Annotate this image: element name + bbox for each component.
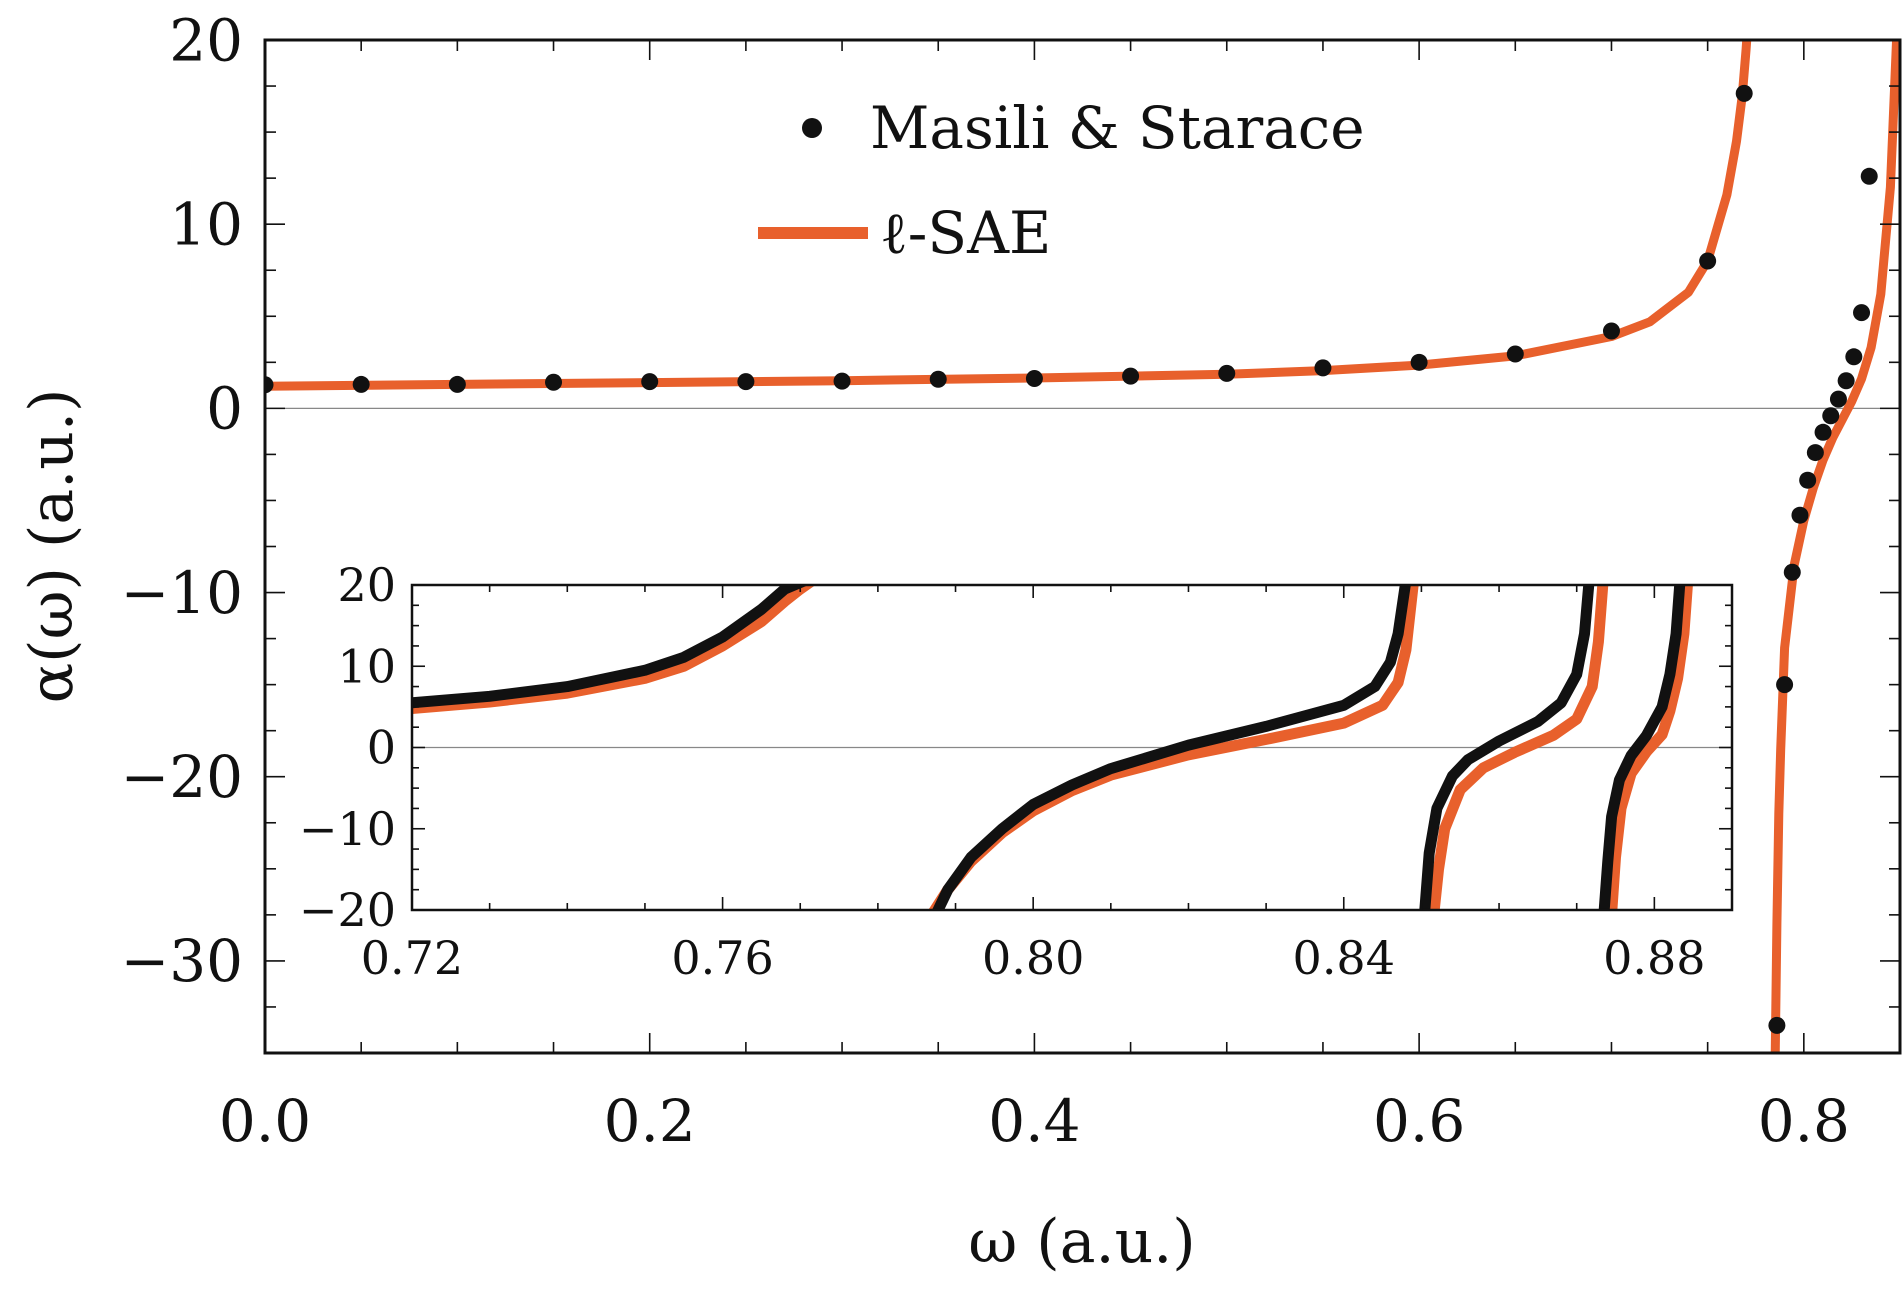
inset-series-l-sae-segment-0-0	[412, 585, 816, 714]
inset-y-tick-label: −20	[299, 883, 396, 937]
main-series-masili-starace-point	[1860, 167, 1878, 185]
y-axis-title: α(ω) (a.u.)	[17, 389, 87, 704]
main-series-masili-starace-point	[1768, 1016, 1786, 1034]
main-series-masili-starace-point	[1845, 348, 1863, 366]
inset-y-tick-label: −10	[299, 802, 396, 856]
main-x-tick-label: 0.6	[1373, 1087, 1465, 1155]
main-series-masili-starace-point	[1799, 471, 1817, 489]
main-series-l-sae-segment-0-0	[265, 40, 1752, 391]
main-series-masili-starace-point	[1814, 423, 1832, 441]
inset-x-tick-label: 0.76	[671, 931, 773, 985]
main-x-tick-label: 0.4	[988, 1087, 1080, 1155]
main-series-masili-starace-point	[1791, 506, 1809, 524]
main-series-masili-starace-point	[1806, 444, 1824, 462]
main-series-masili-starace-point	[1783, 563, 1801, 581]
inset-y-tick-label: 20	[337, 558, 396, 612]
main-series-masili-starace-point	[1822, 407, 1840, 425]
main-series-masili-starace-point	[1025, 370, 1043, 388]
inset-series-masili-starace-segment-3-0	[1598, 585, 1686, 910]
main-series-masili-starace-point	[1602, 322, 1620, 340]
main-plot: 0.0 0.2 0.4 0.6 0.8 −30 −20 −10 0 10 20	[121, 6, 1902, 1155]
inset-series-masili-starace-segment-0-0	[412, 585, 808, 709]
main-series-masili-starace-point	[929, 370, 947, 388]
inset-tick-labels: 0.72 0.76 0.80 0.84 0.88 −20 −10 0 10 20	[299, 558, 1706, 985]
legend-marker-masili-starace	[802, 118, 822, 138]
inset-series-l-sae-segment-3-0	[1606, 585, 1693, 910]
main-tick-labels: 0.0 0.2 0.4 0.6 0.8 −30 −20 −10 0 10 20	[121, 6, 1850, 1155]
inset-x-tick-label: 0.72	[361, 931, 463, 985]
inset-y-tick-label: 10	[337, 639, 396, 693]
main-y-tick-label: −30	[121, 927, 243, 995]
inset-series-layer	[412, 585, 1693, 910]
main-y-tick-label: 0	[206, 375, 243, 443]
main-series-masili-starace-point	[1218, 364, 1236, 382]
main-series-masili-starace-point	[545, 373, 563, 391]
main-series-masili-starace-point	[1829, 390, 1847, 408]
main-series-masili-starace-point	[1699, 252, 1717, 270]
x-axis-title: ω (a.u.)	[968, 1207, 1195, 1277]
inset-x-tick-label: 0.88	[1603, 931, 1705, 985]
main-series-masili-starace-point	[737, 373, 755, 391]
inset-series-l-sae-segment-2-0	[1428, 585, 1609, 910]
inset-series-masili-starace-segment-1-0	[931, 585, 1411, 910]
main-series-masili-starace-point	[1506, 345, 1524, 363]
inset-x-tick-label: 0.84	[1293, 931, 1395, 985]
main-y-tick-label: 10	[169, 190, 243, 258]
main-series-l-sae-segment-0-1	[1770, 40, 1900, 1053]
main-series-layer	[265, 40, 1900, 1053]
legend-label-l-sae: ℓ-SAE	[880, 199, 1051, 267]
main-ticks	[264, 39, 1901, 1054]
main-series-masili-starace-point	[641, 373, 659, 391]
main-series-masili-starace-point	[1314, 359, 1332, 377]
main-series-masili-starace-point	[1837, 372, 1855, 390]
main-series-masili-starace-point	[1853, 304, 1871, 322]
main-x-tick-label: 0.8	[1758, 1087, 1850, 1155]
inset-plot: 0.72 0.76 0.80 0.84 0.88 −20 −10 0 10 20	[299, 558, 1734, 985]
legend: Masili & Starace ℓ-SAE	[758, 94, 1365, 267]
main-series-masili-starace-point	[1735, 84, 1753, 102]
main-series-masili-starace-point	[1776, 676, 1794, 694]
legend-label-masili-starace: Masili & Starace	[870, 94, 1365, 162]
main-y-tick-label: −10	[121, 559, 243, 627]
main-series-masili-starace-point	[833, 372, 851, 390]
inset-x-tick-label: 0.80	[982, 931, 1084, 985]
main-y-tick-label: −20	[121, 743, 243, 811]
main-series-masili-starace-point	[448, 375, 466, 393]
inset-series-masili-starace-segment-2-0	[1419, 585, 1595, 910]
main-series-masili-starace-point	[352, 375, 370, 393]
inset-y-tick-label: 0	[367, 721, 396, 775]
main-x-tick-label: 0.2	[604, 1087, 696, 1155]
main-series-masili-starace-point	[1410, 353, 1428, 371]
inset-ticks	[411, 584, 1733, 911]
main-series-masili-starace-point	[265, 376, 274, 394]
main-x-tick-label: 0.0	[219, 1087, 311, 1155]
main-y-tick-label: 20	[169, 6, 243, 74]
main-series-masili-starace	[265, 84, 1878, 1034]
main-series-masili-starace-point	[1122, 367, 1140, 385]
